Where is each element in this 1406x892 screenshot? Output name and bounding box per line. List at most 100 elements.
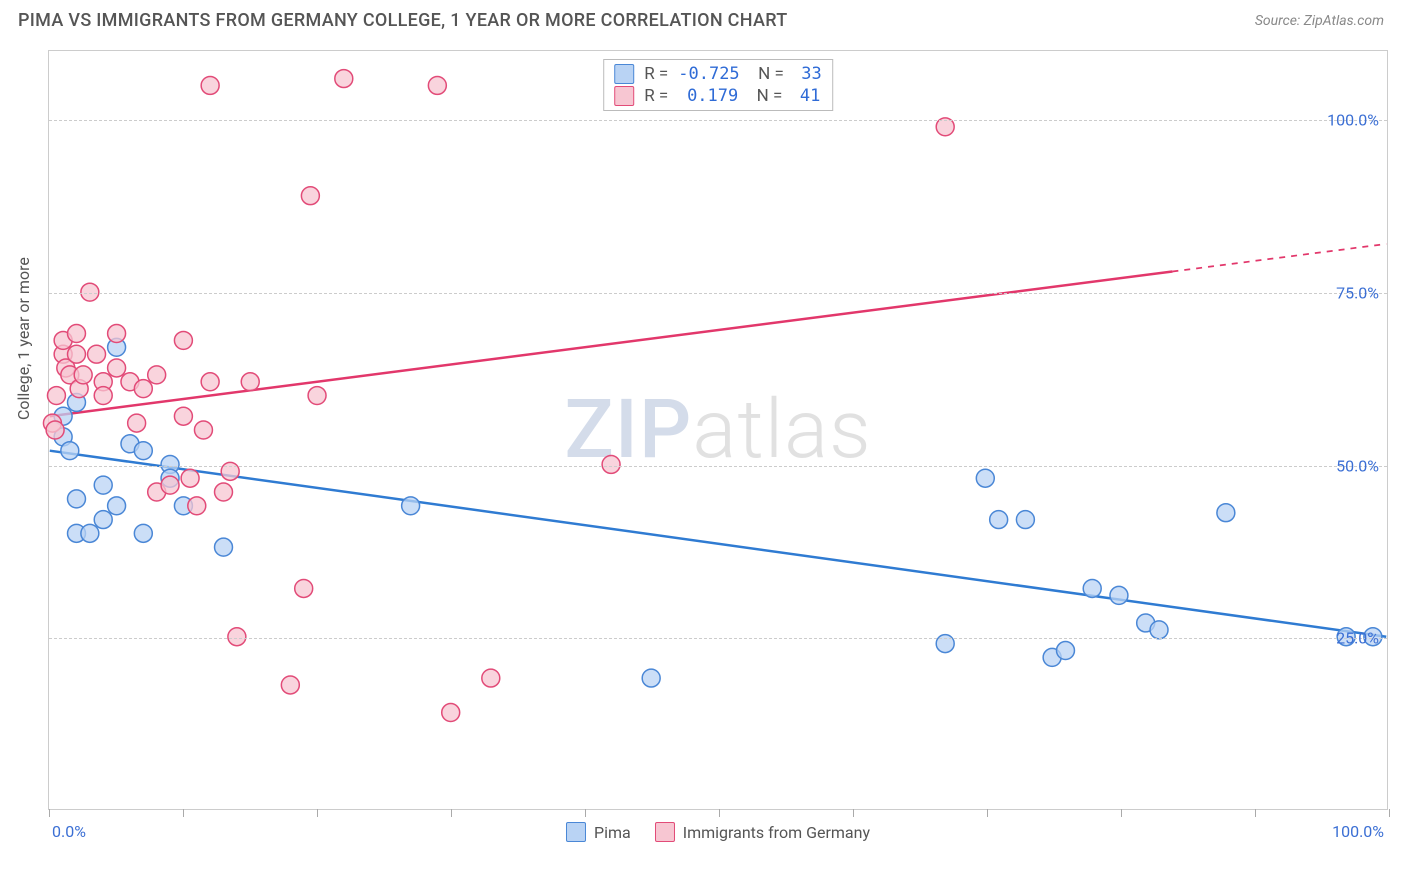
data-point-pima	[134, 524, 152, 542]
data-point-germany	[201, 76, 219, 94]
data-point-pima	[1110, 586, 1128, 604]
gridline	[49, 293, 1387, 294]
data-point-germany	[161, 476, 179, 494]
data-point-germany	[74, 366, 92, 384]
data-point-pima	[1016, 511, 1034, 529]
data-point-germany	[428, 76, 446, 94]
x-tick	[451, 809, 452, 817]
data-point-germany	[108, 359, 126, 377]
x-max-label: 100.0%	[1332, 822, 1384, 841]
plot-area: ZIPatlas R = -0.725 N = 33 R = 0.179 N =…	[48, 50, 1388, 810]
r-value-germany: 0.179	[678, 86, 738, 106]
r-label: R =	[644, 64, 668, 84]
data-point-pima	[1057, 642, 1075, 660]
data-point-germany	[308, 387, 326, 405]
data-point-germany	[188, 497, 206, 515]
data-point-pima	[1150, 621, 1168, 639]
y-tick-label: 75.0%	[1336, 283, 1379, 302]
r-label: R =	[644, 86, 668, 106]
x-tick	[183, 809, 184, 817]
data-point-pima	[1083, 580, 1101, 598]
x-min-label: 0.0%	[52, 822, 86, 841]
x-tick	[317, 809, 318, 817]
gridline	[49, 638, 1387, 639]
header-bar: PIMA VS IMMIGRANTS FROM GERMANY COLLEGE,…	[0, 0, 1406, 37]
stats-row-pima: R = -0.725 N = 33	[614, 64, 822, 84]
data-point-pima	[990, 511, 1008, 529]
swatch-pima	[614, 64, 634, 84]
scatter-points	[49, 51, 1387, 809]
x-tick	[49, 809, 50, 817]
n-value-germany: 41	[792, 86, 820, 106]
x-tick	[1121, 809, 1122, 817]
data-point-germany	[301, 187, 319, 205]
legend-item-germany: Immigrants from Germany	[655, 822, 870, 842]
data-point-germany	[295, 580, 313, 598]
bottom-legend: Pima Immigrants from Germany	[566, 822, 870, 842]
x-axis-labels: 0.0% Pima Immigrants from Germany 100.0%	[48, 822, 1388, 846]
data-point-germany	[94, 387, 112, 405]
data-point-germany	[228, 628, 246, 646]
data-point-germany	[46, 421, 64, 439]
data-point-pima	[215, 538, 233, 556]
data-point-germany	[68, 345, 86, 363]
stats-row-germany: R = 0.179 N = 41	[614, 86, 822, 106]
legend-label-pima: Pima	[594, 823, 631, 842]
legend-item-pima: Pima	[566, 822, 631, 842]
gridline	[49, 120, 1387, 121]
data-point-pima	[134, 442, 152, 460]
data-point-germany	[134, 380, 152, 398]
x-tick	[585, 809, 586, 817]
data-point-germany	[602, 455, 620, 473]
data-point-germany	[194, 421, 212, 439]
data-point-germany	[482, 669, 500, 687]
data-point-germany	[128, 414, 146, 432]
data-point-pima	[81, 524, 99, 542]
chart-title: PIMA VS IMMIGRANTS FROM GERMANY COLLEGE,…	[18, 10, 787, 31]
x-tick	[987, 809, 988, 817]
plot-inner: ZIPatlas R = -0.725 N = 33 R = 0.179 N =…	[49, 51, 1387, 809]
data-point-pima	[94, 511, 112, 529]
n-label: N =	[750, 64, 784, 84]
n-label: N =	[748, 86, 782, 106]
source-label: Source: ZipAtlas.com	[1255, 13, 1384, 29]
data-point-germany	[281, 676, 299, 694]
data-point-germany	[174, 331, 192, 349]
data-point-pima	[68, 490, 86, 508]
data-point-germany	[335, 70, 353, 88]
data-point-germany	[148, 366, 166, 384]
data-point-pima	[94, 476, 112, 494]
data-point-pima	[402, 497, 420, 515]
data-point-pima	[61, 442, 79, 460]
y-tick-label: 100.0%	[1327, 111, 1379, 130]
data-point-pima	[976, 469, 994, 487]
data-point-germany	[108, 325, 126, 343]
x-tick	[719, 809, 720, 817]
r-value-pima: -0.725	[678, 64, 739, 84]
swatch-germany	[655, 822, 675, 842]
data-point-pima	[1217, 504, 1235, 522]
data-point-germany	[215, 483, 233, 501]
data-point-pima	[108, 497, 126, 515]
y-axis-title: College, 1 year or more	[14, 257, 33, 420]
stats-legend: R = -0.725 N = 33 R = 0.179 N = 41	[603, 59, 833, 111]
data-point-germany	[174, 407, 192, 425]
data-point-germany	[241, 373, 259, 391]
gridline	[49, 466, 1387, 467]
n-value-pima: 33	[794, 64, 822, 84]
x-tick	[1255, 809, 1256, 817]
data-point-germany	[201, 373, 219, 391]
data-point-germany	[181, 469, 199, 487]
y-tick-label: 50.0%	[1336, 456, 1379, 475]
y-tick-label: 25.0%	[1336, 629, 1379, 648]
x-tick	[853, 809, 854, 817]
x-tick	[1389, 809, 1390, 817]
data-point-germany	[88, 345, 106, 363]
swatch-pima	[566, 822, 586, 842]
data-point-germany	[68, 325, 86, 343]
data-point-pima	[642, 669, 660, 687]
legend-label-germany: Immigrants from Germany	[683, 823, 870, 842]
swatch-germany	[614, 86, 634, 106]
data-point-germany	[442, 704, 460, 722]
data-point-germany	[47, 387, 65, 405]
